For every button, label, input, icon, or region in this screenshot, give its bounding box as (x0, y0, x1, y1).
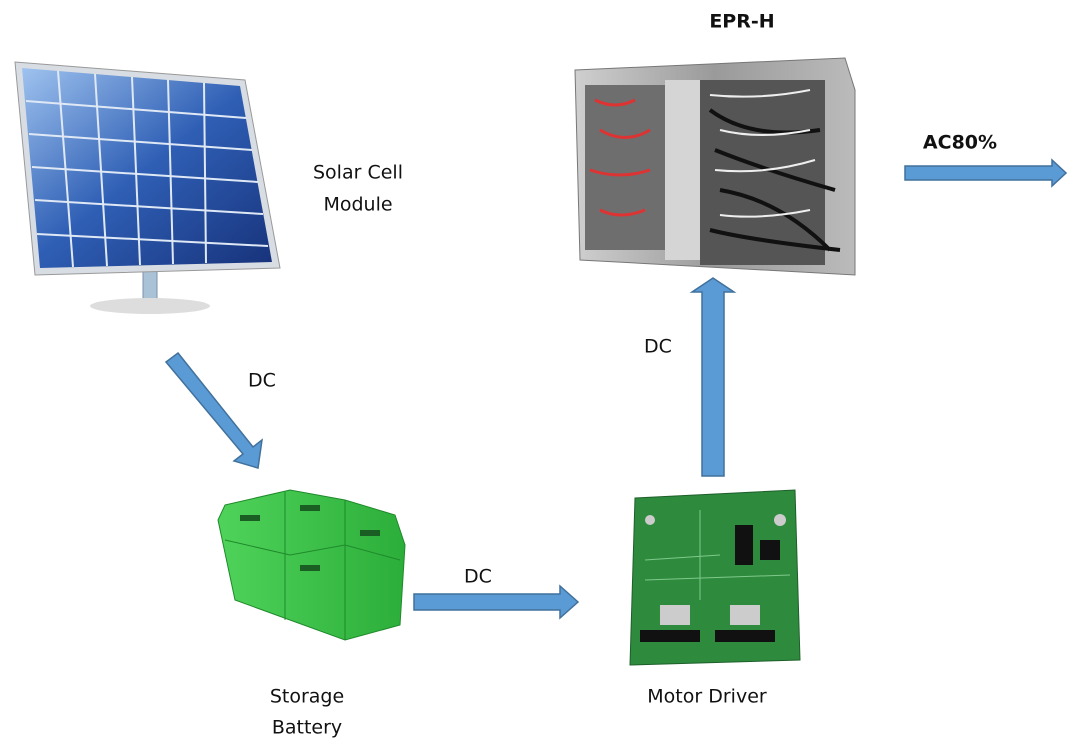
node-label: EPR-H (709, 11, 774, 33)
node-label: Motor Driver (647, 686, 767, 708)
arrow-ac-output (904, 158, 1067, 188)
node-label: Storage (270, 686, 344, 708)
edge-label: AC80% (923, 132, 997, 154)
epr-h-icon (574, 57, 856, 276)
node-label: Module (323, 194, 392, 216)
arrow-driver-to-epr (689, 277, 737, 477)
edge-label: DC (464, 566, 492, 588)
edge-label: DC (644, 336, 672, 358)
node-label: Solar Cell (313, 162, 403, 184)
arrow-battery-to-driver (413, 584, 580, 620)
arrow-solar-to-battery (164, 351, 264, 469)
solar-panel-icon (14, 61, 281, 314)
edge-label: DC (248, 370, 276, 392)
node-label: Battery (272, 717, 342, 739)
motor-driver-icon (629, 489, 801, 666)
battery-icon (217, 489, 406, 641)
